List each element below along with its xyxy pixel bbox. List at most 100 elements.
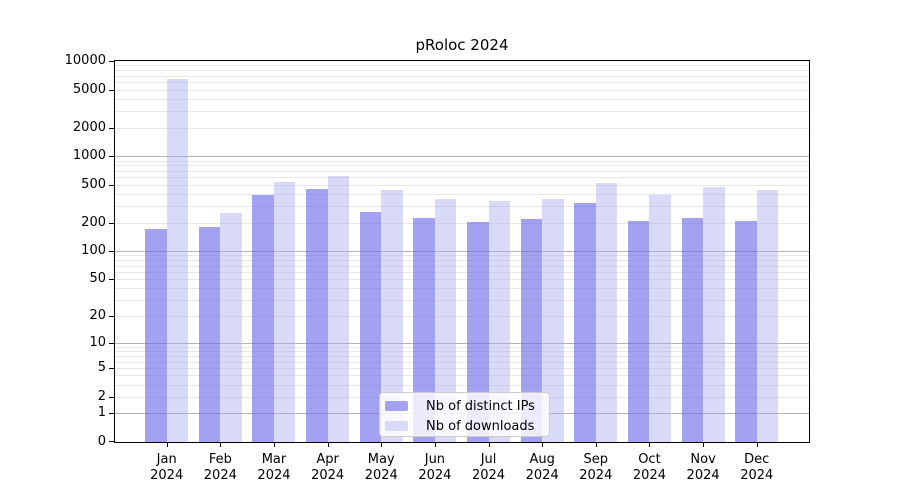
bar-jul-ips [467,221,489,442]
x-tick-mark [166,442,168,447]
legend-entry-distinct-ips: Nb of distinct IPs [385,396,549,416]
legend: Nb of distinct IPs Nb of downloads [379,392,550,437]
y-tick-label: 200 [81,214,106,230]
bar-feb-ips [198,226,221,442]
y-tick-label: 20 [89,308,106,324]
y-tick-label: 2000 [72,119,106,135]
gridline-minor [115,299,809,301]
bar-may-ips [359,212,382,442]
gridline-major [115,342,809,344]
bar-jun-ips [413,217,435,442]
y-tick-label: 100 [81,243,106,259]
bar-sep-ips [574,202,596,442]
bar-mar-ips [252,195,274,442]
x-tick-mark [220,442,222,447]
y-tick-mark [109,127,114,129]
gridline-minor [115,255,809,257]
x-tick-label: Jan 2024 [150,452,184,483]
bar-nov-ips [681,217,704,442]
x-tick-mark [381,442,383,447]
gridline-minor [115,98,809,100]
bar-nov-downloads [703,187,725,442]
gridline-minor [115,65,809,67]
bar-oct-ips [627,220,650,442]
y-tick-label: 10 [89,334,106,350]
x-tick-mark [273,442,275,447]
y-tick-mark [109,184,114,186]
y-tick-mark [109,61,114,62]
bar-sep-downloads [595,182,618,442]
x-tick-mark [756,442,758,447]
gridline-minor [115,288,809,290]
bar-mar-downloads [273,181,296,442]
gridline-minor [115,70,809,72]
plot-area [109,60,810,447]
y-axis: 0 1 2 5 10 20 50 100 200 500 1000 2000 5000 10000 [0,53,106,449]
y-tick-mark [109,156,114,158]
bar-apr-downloads [327,175,350,442]
bar-apr-ips [306,189,328,442]
legend-swatch-downloads [385,421,408,431]
y-tick-label: 10000 [64,53,106,68]
x-tick-label: Nov 2024 [686,452,720,483]
y-tick-mark [109,316,114,318]
gridline-minor [115,355,809,357]
bar-oct-downloads [649,195,671,442]
gridline-minor [115,361,809,363]
gridline-minor [115,367,809,369]
bar-aug-downloads [542,198,564,442]
bar-dec-ips [735,221,757,442]
chart-title: pRoloc 2024 [415,36,509,54]
gridline-minor [115,260,809,262]
x-tick-mark [327,442,329,447]
x-tick-label: Oct 2024 [632,452,666,483]
y-tick-label: 0 [97,434,106,449]
x-tick-label: Apr 2024 [311,452,345,483]
gridline-minor [115,351,809,353]
bar-jan-ips [145,228,167,442]
y-tick-label: 500 [81,176,106,192]
y-tick-mark [109,279,114,281]
legend-swatch-distinct-ips [385,401,408,411]
y-tick-label: 5000 [72,81,106,97]
gridline-minor [115,170,809,172]
gridline-minor [115,384,809,386]
bar-jun-downloads [434,198,457,442]
y-tick-label: 1 [97,405,106,421]
x-tick-mark [488,442,490,447]
x-tick-label: Aug 2024 [525,452,559,483]
x-tick-label: Feb 2024 [203,452,237,483]
x-tick-mark [649,442,651,447]
bar-jan-downloads [166,78,189,442]
legend-label-distinct-ips: Nb of distinct IPs [426,398,535,414]
gridline-minor [115,194,809,196]
gridline-minor [115,127,809,129]
legend-entry-downloads: Nb of downloads [385,416,549,436]
x-axis: Jan 2024 Feb 2024 Mar 2024 Apr 2024 May 2024… [114,452,810,492]
y-tick-mark [109,413,114,415]
x-tick-label: Sep 2024 [579,452,613,483]
gridline-minor [115,205,809,207]
gridline-major [115,251,809,253]
legend-label-downloads: Nb of downloads [426,418,535,434]
y-tick-mark [109,251,114,253]
y-tick-mark [109,89,114,91]
y-tick-mark [109,367,114,369]
x-tick-label: Jun 2024 [418,452,452,483]
x-tick-mark [595,442,597,447]
x-tick-mark [703,442,705,447]
x-tick-label: Jul 2024 [471,452,506,483]
y-tick-mark [109,342,114,344]
gridline-minor [115,271,809,273]
gridline-minor [115,346,809,348]
x-tick-mark [542,442,544,447]
y-tick-label: 2 [97,388,106,404]
bar-feb-downloads [220,213,242,442]
gridline-minor [115,222,809,224]
bar-aug-ips [520,219,543,442]
gridline-minor [115,75,809,77]
gridline-minor [115,316,809,318]
gridline-minor [115,110,809,112]
gridline-minor [115,265,809,267]
y-tick-mark [109,441,114,442]
